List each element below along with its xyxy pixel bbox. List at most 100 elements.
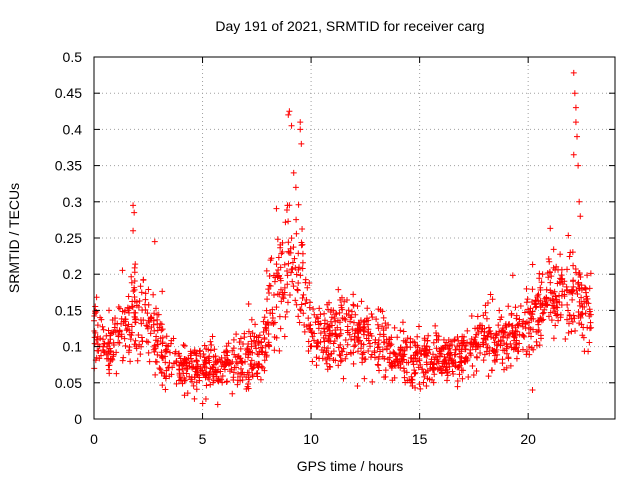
data-point — [189, 378, 196, 385]
data-point — [275, 254, 282, 261]
data-point — [201, 363, 208, 370]
data-point — [438, 367, 445, 374]
data-point — [292, 184, 299, 191]
data-point — [420, 369, 427, 376]
data-point — [116, 339, 123, 346]
data-point — [571, 90, 578, 97]
data-point — [338, 357, 345, 364]
data-point — [290, 244, 297, 251]
data-point — [263, 307, 270, 314]
data-point — [313, 354, 320, 361]
data-point — [375, 344, 382, 351]
data-point — [243, 347, 250, 354]
data-point — [284, 299, 291, 306]
data-point — [527, 315, 534, 322]
data-point — [360, 341, 367, 348]
data-point — [305, 338, 312, 345]
data-point — [277, 286, 284, 293]
data-point — [532, 304, 539, 311]
data-point — [344, 296, 351, 303]
data-point — [258, 348, 265, 355]
data-point — [105, 339, 112, 346]
data-point — [569, 296, 576, 303]
data-point — [354, 327, 361, 334]
data-point — [324, 326, 331, 333]
data-point — [355, 319, 362, 326]
data-point — [158, 370, 165, 377]
data-point — [132, 314, 139, 321]
data-point — [165, 364, 172, 371]
data-point — [438, 351, 445, 358]
data-point — [245, 328, 252, 335]
data-point — [468, 312, 475, 319]
data-point — [126, 347, 133, 354]
data-point — [386, 336, 393, 343]
data-point — [230, 336, 237, 343]
data-point — [131, 209, 138, 216]
data-point — [523, 299, 530, 306]
data-point — [576, 198, 583, 205]
data-point — [368, 351, 375, 358]
data-point — [119, 308, 126, 315]
data-point — [181, 375, 188, 382]
data-point — [324, 321, 331, 328]
data-point — [295, 201, 302, 208]
data-point — [452, 363, 459, 370]
data-point — [374, 321, 381, 328]
data-point — [248, 357, 255, 364]
data-point — [211, 346, 218, 353]
data-point — [145, 286, 152, 293]
data-point — [105, 327, 112, 334]
x-tick-label: 0 — [90, 431, 98, 447]
data-point — [151, 238, 158, 245]
data-point — [272, 274, 279, 281]
data-point — [557, 251, 564, 258]
data-point — [247, 333, 254, 340]
data-point — [206, 370, 213, 377]
data-point — [380, 314, 387, 321]
data-point — [428, 376, 435, 383]
data-point — [201, 342, 208, 349]
data-point — [336, 351, 343, 358]
data-point — [194, 369, 201, 376]
data-point — [555, 317, 562, 324]
data-point — [130, 227, 137, 234]
data-point — [98, 316, 105, 323]
data-point — [266, 272, 273, 279]
data-point — [223, 343, 230, 350]
data-point — [297, 119, 304, 126]
data-point — [159, 382, 166, 389]
data-point — [472, 334, 479, 341]
data-point — [285, 248, 292, 255]
data-point — [286, 292, 293, 299]
data-point — [441, 353, 448, 360]
data-point — [313, 362, 320, 369]
data-point — [491, 339, 498, 346]
data-point — [300, 291, 307, 298]
data-point — [122, 322, 129, 329]
data-point — [433, 353, 440, 360]
data-point — [548, 317, 555, 324]
data-point — [538, 317, 545, 324]
data-point — [577, 314, 584, 321]
data-point — [315, 339, 322, 346]
data-point — [310, 337, 317, 344]
data-point — [524, 296, 531, 303]
data-point — [158, 352, 165, 359]
data-point — [505, 354, 512, 361]
data-point — [578, 286, 585, 293]
data-point — [544, 269, 551, 276]
data-point — [425, 332, 432, 339]
data-point — [575, 279, 582, 286]
data-point — [570, 262, 577, 269]
data-point — [549, 296, 556, 303]
data-point — [565, 320, 572, 327]
data-point — [416, 356, 423, 363]
y-tick-label: 0.25 — [55, 230, 82, 246]
data-point — [557, 279, 564, 286]
data-point — [144, 310, 151, 317]
data-point — [249, 349, 256, 356]
data-point — [119, 357, 126, 364]
data-point — [363, 318, 370, 325]
data-point — [586, 313, 593, 320]
